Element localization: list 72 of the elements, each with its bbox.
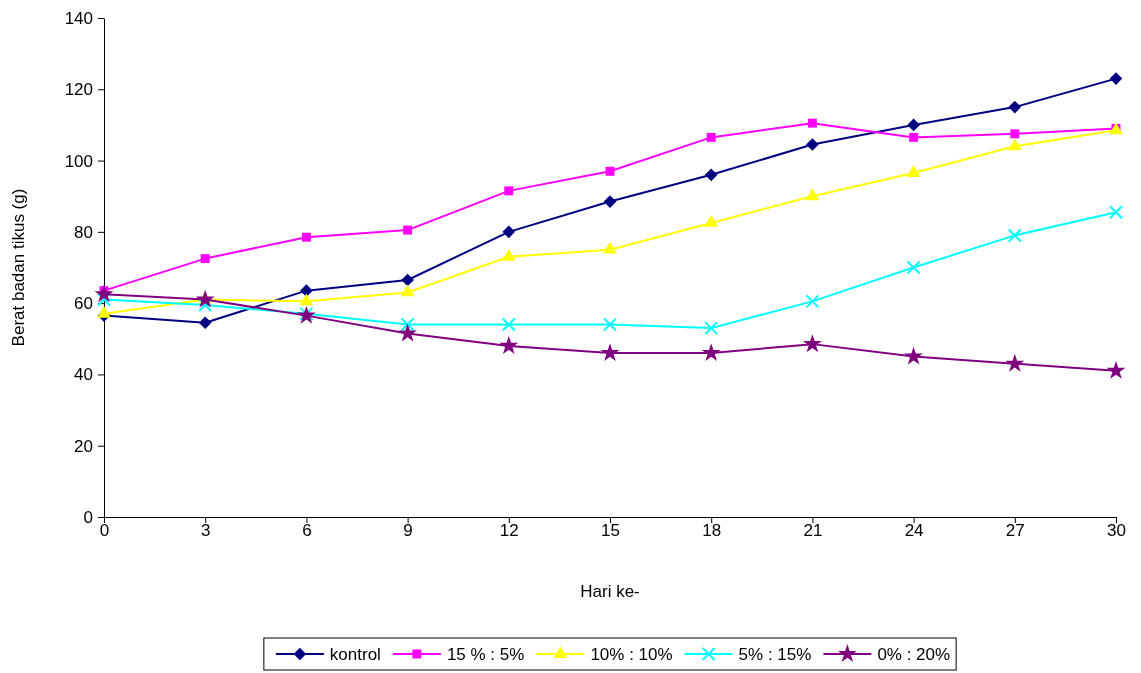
point <box>398 323 418 342</box>
point <box>909 132 919 142</box>
y-tick-label: 40 <box>74 365 93 385</box>
y-tick-label: 100 <box>64 151 93 171</box>
x-tick-label: 21 <box>803 521 823 540</box>
y-tick-label: 140 <box>64 8 93 28</box>
point <box>198 316 212 330</box>
y-tick-label: 120 <box>64 80 93 100</box>
point <box>200 254 210 264</box>
x-tick-label: 3 <box>200 521 211 540</box>
point <box>299 293 314 306</box>
point <box>301 232 311 242</box>
point <box>1109 72 1123 85</box>
point <box>501 317 516 332</box>
point <box>704 168 718 182</box>
legend-label: kontrol <box>329 645 381 664</box>
point <box>600 343 620 362</box>
point <box>502 225 516 239</box>
y-tick-label: 20 <box>74 436 93 456</box>
legend-label: 15 % : 5% <box>446 645 525 664</box>
point <box>1106 360 1126 379</box>
point <box>400 317 415 332</box>
point <box>400 284 415 297</box>
point <box>502 248 516 261</box>
x-tick-label: 12 <box>499 521 519 540</box>
point <box>907 118 920 132</box>
point <box>94 284 114 303</box>
x-tick-label: 24 <box>904 521 924 540</box>
x-tick-label: 9 <box>403 521 413 540</box>
x-axis-title: Hari ke- <box>580 582 640 601</box>
point <box>1008 100 1022 114</box>
point <box>403 225 413 235</box>
point <box>805 188 820 201</box>
point <box>805 294 820 309</box>
point <box>198 297 213 312</box>
point <box>701 343 721 362</box>
point <box>97 305 111 318</box>
point <box>1005 353 1025 372</box>
point <box>603 241 617 254</box>
point <box>504 186 514 196</box>
point <box>605 166 615 176</box>
y-tick-label: 60 <box>74 294 93 314</box>
point <box>300 284 313 297</box>
y-tick-label: 80 <box>74 222 93 242</box>
point <box>906 165 921 177</box>
x-tick-label: 0 <box>99 521 110 540</box>
x-tick-label: 6 <box>302 521 312 540</box>
point <box>1007 228 1022 243</box>
y-tick-label: 0 <box>83 507 93 527</box>
point <box>603 317 617 332</box>
point <box>1010 129 1020 139</box>
legend-label: 5% : 15% <box>738 645 812 664</box>
x-tick-label: 18 <box>702 521 722 540</box>
point <box>704 215 718 227</box>
x-tick-label: 15 <box>601 521 620 540</box>
point <box>904 346 924 365</box>
point <box>706 132 716 142</box>
legend-label: 10% : 10% <box>590 645 673 664</box>
legend-label: 0% : 20% <box>877 645 951 664</box>
point <box>704 321 719 336</box>
x-tick-label: 30 <box>1107 521 1126 540</box>
y-axis-title: Berat badan tikus (g) <box>9 188 28 347</box>
point <box>1008 138 1022 151</box>
point <box>802 334 822 353</box>
point <box>1109 205 1123 220</box>
point <box>499 336 519 354</box>
point <box>906 260 921 275</box>
point <box>195 289 215 308</box>
point <box>603 195 617 208</box>
x-tick-label: 27 <box>1005 521 1025 540</box>
point <box>806 138 819 151</box>
point <box>807 118 817 128</box>
